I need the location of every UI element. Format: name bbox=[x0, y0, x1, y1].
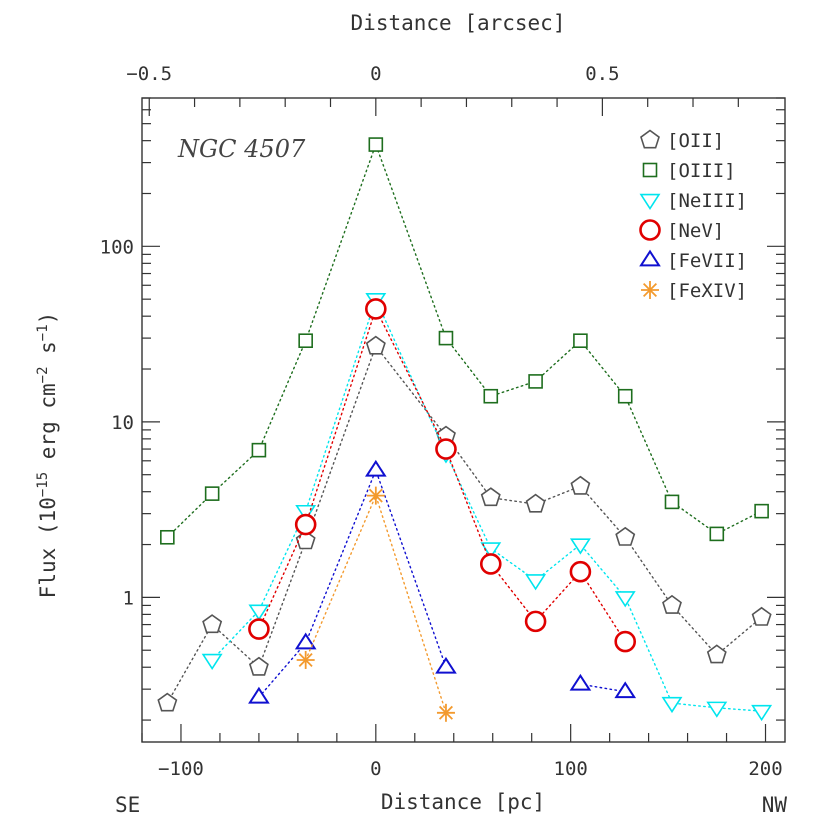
series-oii bbox=[157, 335, 772, 712]
data-point-fevii bbox=[435, 656, 457, 674]
data-point-nev bbox=[569, 560, 592, 583]
y-tick-label: 10 bbox=[111, 412, 134, 434]
data-point-oiii bbox=[617, 388, 633, 404]
data-point-oii bbox=[248, 656, 269, 676]
x2-tick-label: −0.5 bbox=[126, 63, 172, 85]
data-point-oii bbox=[295, 530, 316, 550]
data-point-oii bbox=[615, 526, 636, 546]
series-line-nev bbox=[258, 307, 626, 643]
plot-frame-group bbox=[141, 97, 786, 743]
data-point-neiii bbox=[751, 704, 773, 722]
data-point-nev bbox=[365, 298, 387, 320]
data-point-neiii bbox=[525, 574, 547, 591]
data-point-neiii bbox=[706, 701, 728, 718]
data-point-fevii bbox=[248, 686, 270, 704]
legend-marker-fexiv bbox=[641, 281, 659, 299]
x2-tick-label: 0 bbox=[370, 63, 381, 85]
legend-marker-oii bbox=[640, 129, 660, 149]
data-point-oii bbox=[570, 475, 591, 495]
y-tick-label: 100 bbox=[100, 236, 134, 258]
legend-label-oiii: [OIII] bbox=[667, 160, 736, 182]
series-oiii bbox=[160, 137, 769, 545]
data-point-oiii bbox=[298, 333, 313, 348]
data-point-fexiv bbox=[296, 650, 315, 669]
series-nev bbox=[248, 298, 637, 653]
legend-marker-nev bbox=[639, 219, 661, 241]
data-point-oiii bbox=[754, 503, 769, 519]
plot-frame bbox=[141, 97, 786, 743]
data-point-fexiv bbox=[366, 486, 385, 505]
legend-label-fexiv: [FeXIV] bbox=[667, 280, 747, 302]
data-point-neiii bbox=[569, 538, 591, 555]
series-fexiv bbox=[296, 486, 455, 722]
data-point-oiii bbox=[204, 486, 220, 501]
series-line-oii bbox=[166, 344, 763, 704]
series-group bbox=[157, 137, 773, 722]
data-point-fexiv-stroke bbox=[298, 652, 313, 667]
data-point-nev bbox=[294, 513, 317, 536]
y-tick-label: 1 bbox=[123, 587, 134, 609]
data-point-oii bbox=[157, 692, 178, 712]
x2-tick-label: 0.5 bbox=[585, 63, 619, 85]
data-point-fexiv-stroke bbox=[368, 488, 383, 503]
direction-se-label: SE bbox=[115, 793, 140, 817]
legend-marker-fevii bbox=[639, 249, 661, 267]
data-point-oiii bbox=[368, 137, 384, 152]
y-axis-title: Flux (10−15 erg cm−2 s−1) bbox=[35, 312, 60, 599]
series-line-fevii bbox=[258, 468, 447, 698]
ticks-group: −100 0 100 200 −0.5 0 0.5 1 10 100 bbox=[100, 63, 785, 780]
data-point-fexiv-stroke bbox=[438, 705, 453, 720]
data-point-neiii bbox=[614, 591, 636, 608]
legend: [OII] [OIII] [NeIII] [NeV] [FeVII] [FeXIV] bbox=[639, 129, 747, 302]
data-point-neiii bbox=[480, 542, 502, 559]
x-tick-label: 0 bbox=[370, 758, 381, 780]
x-tick-label: −100 bbox=[158, 758, 204, 780]
legend-label-nev: [NeV] bbox=[667, 220, 724, 242]
data-point-nev bbox=[524, 610, 547, 633]
top-axis-title: Distance [arcsec] bbox=[351, 11, 566, 35]
data-point-fevii bbox=[294, 632, 317, 650]
data-point-nev bbox=[248, 618, 270, 640]
data-point-oiii bbox=[160, 529, 175, 545]
data-point-fevii bbox=[614, 681, 637, 699]
data-point-nev bbox=[435, 438, 457, 460]
data-point-fevii bbox=[569, 673, 592, 691]
data-point-oii bbox=[751, 606, 772, 626]
legend-marker-fexiv-stroke bbox=[642, 282, 658, 298]
data-point-oii bbox=[662, 594, 682, 614]
data-point-oiii bbox=[573, 333, 588, 348]
legend-label-fevii: [FeVII] bbox=[667, 250, 747, 272]
data-point-oiii bbox=[528, 374, 543, 389]
data-point-oiii bbox=[251, 442, 267, 458]
legend-label-oii: [OII] bbox=[667, 130, 724, 152]
data-point-neiii bbox=[661, 696, 683, 714]
data-point-oii bbox=[202, 614, 223, 634]
galaxy-annotation: NGC 4507 bbox=[177, 135, 306, 163]
data-point-nev bbox=[614, 630, 637, 653]
data-point-neiii bbox=[201, 653, 223, 670]
legend-marker-neiii bbox=[639, 193, 661, 211]
legend-marker-oiii bbox=[642, 162, 658, 178]
data-point-oiii bbox=[483, 388, 499, 404]
data-point-oii bbox=[706, 644, 727, 664]
x-tick-label: 200 bbox=[748, 758, 782, 780]
data-point-neiii bbox=[248, 604, 270, 621]
data-point-nev bbox=[479, 553, 502, 575]
x-tick-label: 100 bbox=[554, 758, 588, 780]
data-point-fexiv bbox=[436, 703, 455, 722]
bottom-axis-title: Distance [pc] bbox=[381, 790, 545, 814]
legend-label-neiii: [NeIII] bbox=[667, 190, 747, 212]
series-line-fexiv bbox=[305, 493, 447, 714]
data-point-oii bbox=[525, 493, 546, 513]
data-point-oiii bbox=[438, 330, 454, 346]
series-neiii bbox=[201, 292, 773, 722]
data-point-oiii bbox=[709, 526, 725, 542]
series-fevii bbox=[248, 459, 637, 704]
data-point-oii bbox=[480, 487, 501, 507]
data-point-fevii bbox=[364, 459, 387, 477]
data-point-oiii bbox=[664, 494, 680, 510]
data-point-oii bbox=[365, 335, 386, 355]
direction-nw-label: NW bbox=[762, 793, 788, 817]
